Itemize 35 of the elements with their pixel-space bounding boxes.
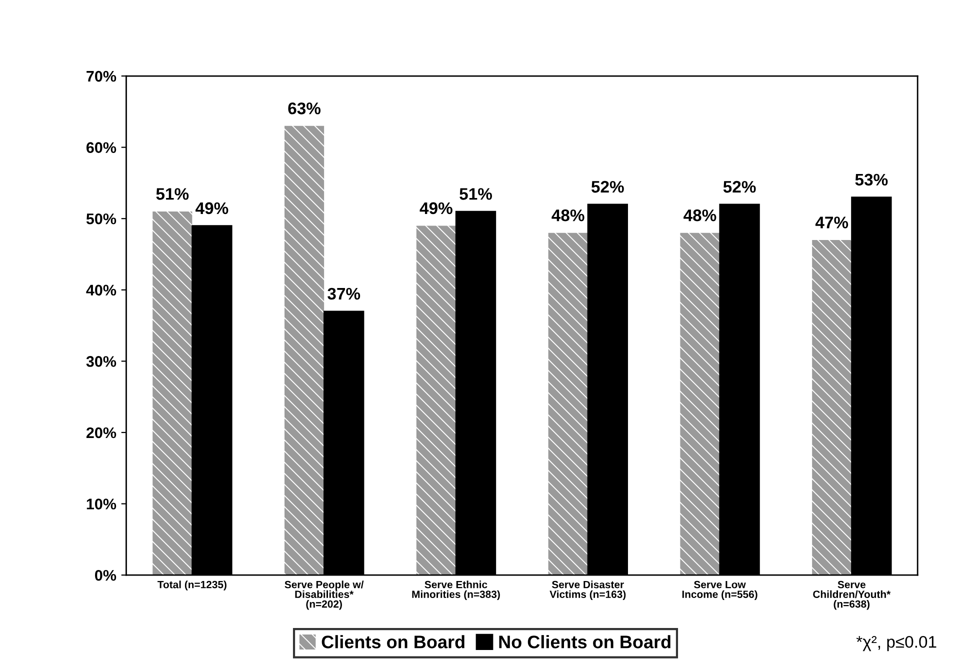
bar	[416, 226, 456, 576]
bar	[548, 232, 588, 576]
y-tick-label: 70%	[86, 70, 116, 82]
x-tick-label: Serve Disaster Victims (n=163)	[550, 580, 626, 600]
bar	[284, 126, 324, 576]
data-label: 37%	[328, 288, 360, 300]
x-tick-label: Serve People w/ Disabilities* (n=202)	[284, 580, 364, 610]
data-label: 49%	[420, 202, 452, 214]
data-label: 48%	[684, 209, 716, 222]
legend-label: Clients on Board	[322, 635, 464, 648]
y-tick-label: 60%	[86, 142, 116, 153]
data-label: 52%	[723, 180, 756, 193]
y-tick-label: 20%	[86, 427, 116, 438]
data-label: 47%	[815, 216, 848, 228]
text: *χ², p≤0.01	[856, 636, 936, 652]
data-label: 53%	[855, 174, 888, 186]
bar	[812, 240, 852, 576]
x-tick-label: Serve Low Income (n=556)	[682, 580, 758, 600]
y-tick-label: 30%	[86, 356, 116, 367]
y-tick-label: 10%	[86, 498, 116, 510]
data-label: 51%	[460, 188, 492, 200]
legend-label: No Clients on Board	[499, 635, 670, 648]
data-label: 49%	[196, 202, 228, 214]
y-tick-label: 0%	[95, 570, 116, 581]
bar	[680, 232, 720, 576]
bar	[152, 211, 192, 576]
data-label: 52%	[591, 180, 624, 193]
data-label: 48%	[552, 209, 584, 222]
y-tick-label: 40%	[86, 284, 116, 296]
data-label: 51%	[156, 188, 189, 200]
x-tick-label: Serve Children/Youth* (n=638)	[813, 580, 891, 610]
x-tick-label: Total (n=1235)	[158, 580, 226, 590]
data-label: 63%	[288, 102, 321, 114]
y-tick-label: 50%	[86, 213, 116, 224]
x-tick-label: Serve Ethnic Minorities (n=383)	[412, 580, 500, 600]
